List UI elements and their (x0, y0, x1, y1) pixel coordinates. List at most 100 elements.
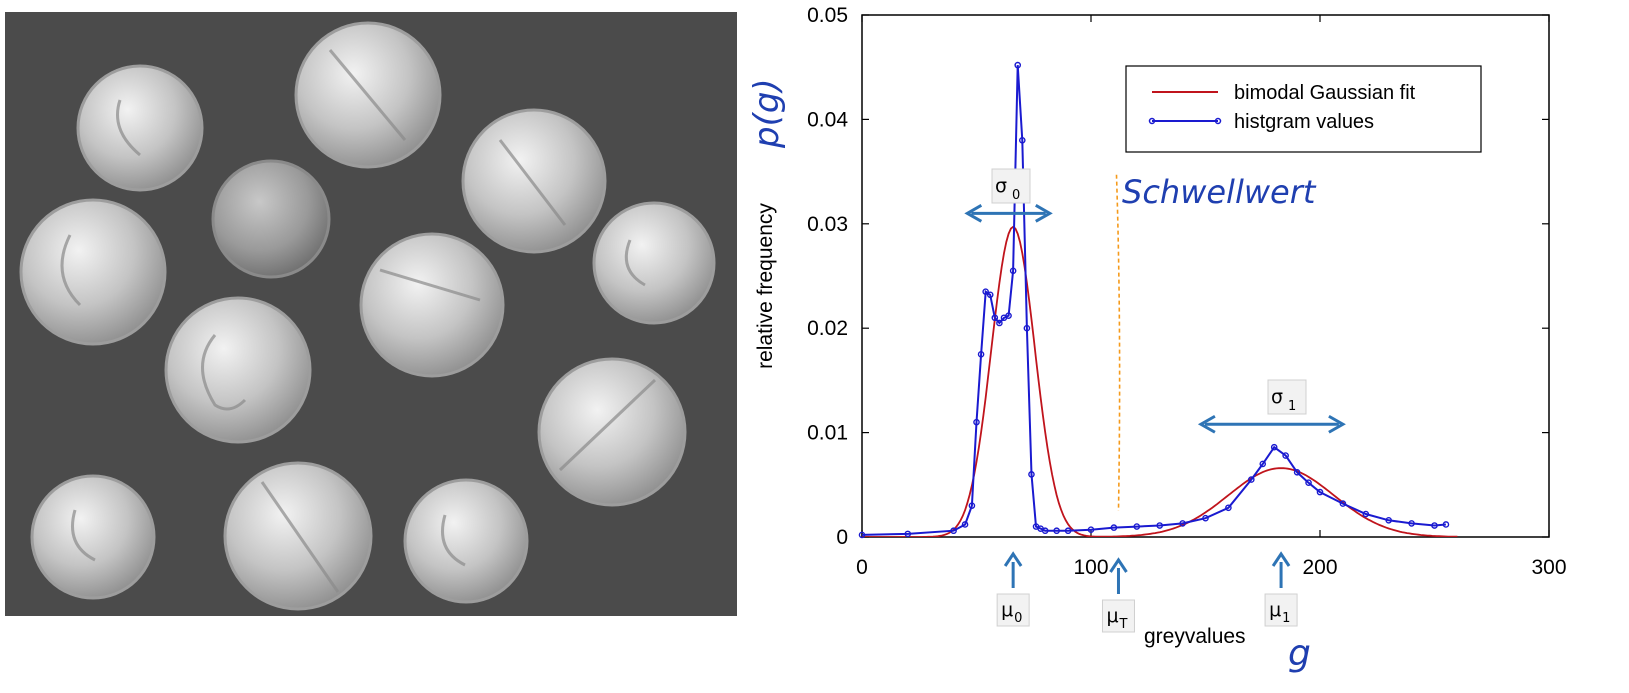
histogram-point (1041, 527, 1049, 535)
coin (592, 201, 716, 325)
histogram-point (1316, 488, 1324, 496)
histogram-point (1005, 312, 1012, 319)
p-of-g-label: p(g) (747, 78, 787, 149)
x-tick-label: 100 (1073, 556, 1108, 579)
y-tick-label: 0.02 (807, 317, 848, 340)
series-histgram-values (862, 65, 1446, 536)
coin (211, 159, 331, 279)
histogram-point (950, 527, 957, 535)
arrow-head (1109, 557, 1128, 573)
svg-text:μ: μ (1001, 599, 1013, 621)
coin (359, 232, 505, 378)
coin (19, 198, 167, 346)
histogram-point (1259, 460, 1267, 468)
arrow-head (1003, 551, 1023, 567)
histogram-point (1110, 524, 1118, 531)
legend: bimodal Gaussian fit histgram values (1125, 65, 1482, 153)
svg-text:σ: σ (995, 175, 1007, 197)
histogram-point (996, 319, 1003, 327)
arrow-head (1271, 551, 1291, 567)
mu1-label: μ 1 (1264, 593, 1298, 627)
histogram-point (1156, 522, 1164, 529)
svg-text:0: 0 (1014, 611, 1022, 626)
arrow-head (1035, 204, 1053, 223)
statistic-annotations: σ 0 σ 1 μ 0 μ T μ 1 (964, 168, 1346, 633)
y-tick-label: 0.03 (807, 213, 848, 236)
legend-hist-marker (1214, 117, 1222, 125)
svg-text:1: 1 (1288, 399, 1296, 414)
y-tick-label: 0.01 (807, 422, 848, 445)
series-bimodal-gaussian-fit (862, 225, 1458, 537)
sigma1-label: σ 1 (1267, 379, 1307, 415)
arrow-head (1328, 414, 1346, 434)
coin-details (60, 49, 657, 593)
y-tick-label: 0.04 (807, 108, 848, 131)
histogram-point (1247, 476, 1255, 483)
histogram-point (1202, 514, 1209, 522)
histogram-point (1270, 443, 1278, 451)
histogram-point (1053, 527, 1060, 535)
histogram-point (1009, 267, 1017, 275)
mu0-label: μ 0 (996, 593, 1030, 627)
arrow-head (964, 204, 983, 223)
svg-text:T: T (1118, 617, 1127, 632)
threshold-line (1115, 174, 1121, 511)
histogram-point (1293, 468, 1301, 476)
histogram-point (1133, 523, 1141, 530)
histogram-point (986, 291, 994, 299)
legend-label-fit: bimodal Gaussian fit (1234, 82, 1416, 104)
y-tick-label: 0 (836, 526, 848, 549)
histogram-points (858, 61, 1450, 539)
coin (164, 296, 312, 444)
histogram-point (1339, 500, 1347, 507)
histogram-point (968, 502, 976, 509)
threshold-label: Schwellwert (1122, 173, 1317, 211)
histogram-point (982, 288, 989, 295)
histogram-point (1408, 520, 1415, 527)
sigma0-label: σ 0 (991, 168, 1031, 204)
histogram-point (977, 350, 985, 358)
svg-text:1: 1 (1282, 611, 1290, 626)
coin (461, 108, 607, 254)
coin (76, 64, 204, 192)
coin (537, 357, 687, 507)
histogram-point (904, 530, 912, 538)
histogram-point (1431, 522, 1438, 529)
coin (30, 474, 156, 600)
histogram-point (973, 418, 980, 426)
histogram-point (1028, 471, 1035, 478)
muT-label: μ T (1101, 599, 1135, 633)
legend-box (1125, 65, 1482, 153)
legend-label-hist: histgram values (1234, 111, 1374, 133)
histogram-point (1064, 527, 1072, 535)
x-axis-label: greyvalues (1144, 625, 1246, 648)
plot-frame (861, 14, 1550, 538)
histogram-point (1362, 510, 1370, 518)
coins (19, 21, 716, 611)
svg-text:μ: μ (1269, 599, 1281, 621)
svg-text:0: 0 (1012, 188, 1020, 203)
histogram-point (1023, 324, 1031, 332)
coins-photo (5, 12, 737, 616)
histogram-point (1305, 479, 1312, 487)
histogram-point (1087, 526, 1095, 533)
histogram-point (1385, 516, 1393, 524)
histogram-point (1442, 521, 1450, 528)
histogram-point (1179, 520, 1186, 527)
histogram-point (1014, 61, 1022, 69)
histogram-point (961, 521, 969, 528)
y-tick-label: 0.05 (807, 4, 848, 27)
x-tick-label: 200 (1302, 556, 1337, 579)
coin (403, 478, 529, 604)
legend-hist-marker (1148, 117, 1156, 125)
svg-text:σ: σ (1271, 386, 1283, 408)
histogram-point (1282, 452, 1289, 459)
axis-ticks: 0 100 200 300 0 0.01 0.02 0.03 0.04 0.05 (807, 4, 1566, 579)
histogram-point (1225, 504, 1232, 512)
histogram-point (858, 531, 866, 539)
histogram-point (991, 314, 999, 322)
x-tick-label: 0 (856, 556, 868, 579)
x-tick-label: 300 (1531, 556, 1566, 579)
annotation-arrows (964, 204, 1346, 594)
